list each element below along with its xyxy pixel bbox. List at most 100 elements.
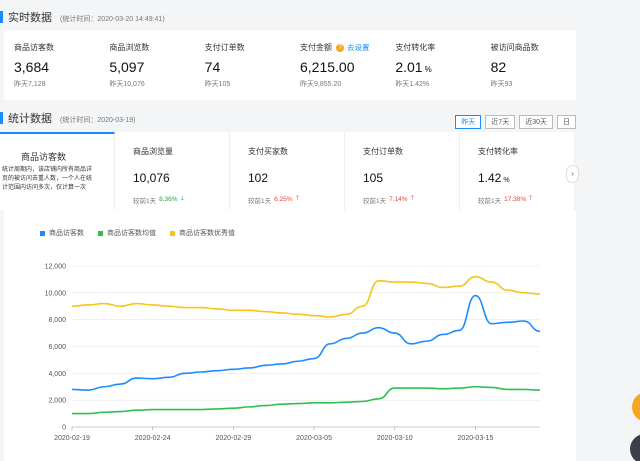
metric-compare: 较前1天 6.25% 🡑	[248, 194, 344, 205]
range-day-button[interactable]: 日	[557, 115, 576, 129]
metric-label: 商品浏览量	[133, 147, 173, 156]
metric-label: 支付转化率	[478, 147, 518, 156]
rt-value: 2.01	[395, 59, 423, 75]
metric-value-wrap: 1.42%	[478, 171, 574, 185]
realtime-header: 实时数据 (统计时间：2020-03-20 14:49:41)	[0, 9, 165, 25]
rt-value: 74	[204, 59, 221, 75]
legend-swatch	[170, 230, 175, 236]
series-line-0	[71, 294, 541, 391]
rt-label: 支付转化率	[395, 43, 436, 52]
y-tick-label: 10,000	[45, 290, 67, 297]
legend-item-average[interactable]: 商品访客数均值	[98, 228, 156, 238]
section-accent-bar	[0, 112, 3, 124]
rt-value: 6,215.00	[299, 59, 355, 75]
rt-label: 支付金额	[299, 43, 332, 52]
chart-legend: 商品访客数 商品访客数均值 商品访客数优秀值	[40, 228, 235, 238]
rt-label: 商品浏览数	[109, 43, 150, 52]
realtime-title: 实时数据	[8, 12, 52, 24]
chevron-right-icon[interactable]: ›	[566, 165, 579, 183]
rt-label: 被访问商品数	[490, 43, 539, 52]
change-value: 8.36%	[159, 196, 178, 203]
y-tick-label: 2,000	[48, 398, 66, 405]
metric-tab-views[interactable]: 商品浏览量 10,076 较前1天 8.36% 🡓	[115, 132, 230, 210]
realtime-timestamp: (统计时间：2020-03-20 14:49:41)	[60, 16, 165, 23]
metric-compare: 较前1天 7.14% 🡑	[363, 194, 459, 205]
metric-value: 105	[363, 171, 384, 185]
stats-header: 统计数据 (统计时间：2020-03-19)	[0, 110, 135, 126]
change-value: 6.25%	[274, 196, 293, 203]
metric-tab-orders[interactable]: 支付订单数 105 较前1天 7.14% 🡑	[345, 132, 460, 210]
change-value: 7.14%	[389, 196, 408, 203]
series-line-2	[71, 275, 541, 318]
series-line-1	[72, 385, 541, 415]
y-tick-label: 8,000	[48, 317, 66, 324]
rt-yesterday: 昨天10,076	[109, 81, 145, 88]
legend-swatch	[98, 230, 103, 236]
legend-swatch	[40, 230, 45, 236]
rt-cell-visited-products: 被访问商品数 82 昨天93	[481, 30, 576, 100]
rt-yesterday: 昨天1.42%	[395, 81, 430, 88]
legend-label: 商品访客数	[49, 230, 84, 237]
metric-value: 10,076	[133, 171, 170, 185]
x-tick-label: 2020-03-15	[458, 435, 494, 442]
metric-tab-conversion[interactable]: 支付转化率 1.42% 较前1天 17.38% 🡑	[460, 132, 575, 210]
metric-compare: 较前1天 8.36% 🡓	[133, 194, 229, 205]
rt-cell-orders: 支付订单数 74 昨天105	[195, 30, 290, 100]
rt-cell-visitors: 商品访客数 3,684 昨天7,128	[4, 30, 99, 100]
arrow-down-icon: 🡓	[180, 195, 184, 202]
rt-yesterday: 昨天105	[204, 81, 231, 88]
metric-value: 102	[248, 171, 269, 185]
go-settings-link[interactable]: 去设置	[346, 43, 370, 52]
metric-tab-buyers[interactable]: 支付买家数 102 较前1天 6.25% 🡑	[230, 132, 345, 210]
range-yesterday-button[interactable]: 昨天	[455, 115, 482, 129]
rt-cell-views: 商品浏览数 5,097 昨天10,076	[99, 30, 194, 100]
rt-cell-amount: 支付金额 ? 去设置 6,215.00 昨天9,855.20	[290, 30, 385, 100]
range-30days-button[interactable]: 近30天	[519, 115, 553, 129]
rt-yesterday: 昨天9,855.20	[299, 81, 342, 88]
range-tabs: 昨天 近7天 近30天 日	[455, 115, 576, 129]
metric-label: 支付买家数	[248, 147, 288, 156]
compare-label: 较前1天	[248, 197, 272, 205]
x-tick-label: 2020-03-10	[377, 435, 413, 442]
rt-cell-conversion: 支付转化率 2.01% 昨天1.42%	[385, 30, 480, 100]
metric-value: 1.42	[478, 171, 502, 185]
x-tick-label: 2020-02-24	[135, 435, 171, 442]
range-7days-button[interactable]: 近7天	[485, 115, 516, 129]
y-tick-label: 12,000	[45, 264, 67, 271]
x-tick-label: 2020-02-19	[54, 435, 90, 442]
compare-label: 较前1天	[363, 197, 387, 205]
y-tick-label: 0	[62, 425, 66, 432]
arrow-up-icon: 🡑	[410, 195, 414, 202]
change-value: 17.38%	[504, 196, 527, 203]
legend-item-excellent[interactable]: 商品访客数优秀值	[170, 228, 235, 238]
help-icon[interactable]: ?	[335, 43, 344, 52]
section-accent-bar	[0, 11, 3, 23]
rt-yesterday: 昨天7,128	[14, 81, 46, 88]
metric-label: 商品访客数	[21, 152, 67, 162]
compare-label: 较前1天	[478, 197, 502, 205]
compare-label: 较前1天	[133, 197, 157, 205]
rt-label: 支付订单数	[204, 43, 245, 52]
legend-label: 商品访客数优秀值	[179, 230, 235, 237]
rt-label: 商品访客数	[14, 43, 54, 52]
x-tick-label: 2020-02-29	[215, 435, 251, 442]
rt-value-wrap: 2.01%	[395, 59, 480, 75]
rt-yesterday: 昨天93	[490, 81, 513, 88]
metric-compare: 较前1天 17.38% 🡑	[478, 194, 574, 205]
rt-value: 3,684	[14, 59, 50, 75]
y-tick-label: 6,000	[48, 344, 66, 351]
float-widget-dark[interactable]	[630, 434, 640, 461]
realtime-card: 商品访客数 3,684 昨天7,128 商品浏览数 5,097 昨天10,076…	[4, 30, 576, 100]
metric-tooltip: 统计周期内，该店铺内所有商品详页的被访问去重人数，一个人在统计范围内访问多次，仅…	[0, 165, 98, 194]
rt-value: 82	[490, 59, 507, 75]
stats-title: 统计数据	[8, 113, 52, 125]
metric-tabs: 商品访客数 商品浏览量 10,076 较前1天 8.36% 🡓 支付买家数 10…	[0, 132, 576, 210]
stats-timestamp: (统计时间：2020-03-19)	[60, 117, 136, 124]
float-widget-orange[interactable]	[632, 392, 640, 422]
legend-item-visitors[interactable]: 商品访客数	[40, 228, 84, 238]
x-tick-label: 2020-03-05	[296, 435, 332, 442]
chart-card: 商品访客数 商品访客数均值 商品访客数优秀值 0 2,000 4,000 6,000 8…	[4, 210, 576, 461]
metric-unit: %	[503, 177, 510, 184]
arrow-up-icon: 🡑	[295, 195, 299, 202]
rt-label-amount: 支付金额 ? 去设置	[300, 42, 385, 53]
